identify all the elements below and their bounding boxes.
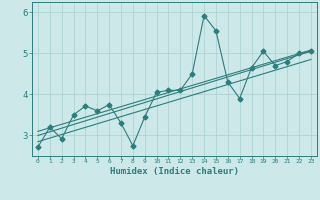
X-axis label: Humidex (Indice chaleur): Humidex (Indice chaleur) [110,167,239,176]
